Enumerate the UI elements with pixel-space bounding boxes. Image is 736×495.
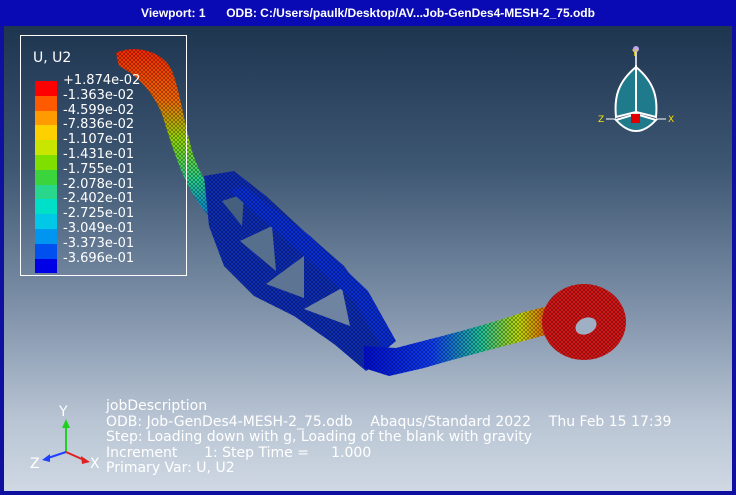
global-triad: Y X Z <box>30 404 100 472</box>
viewport-titlebar[interactable]: Viewport: 1 ODB: C:/Users/paulk/Desktop/… <box>0 0 736 26</box>
legend-swatch <box>35 110 57 126</box>
legend-entry: +1.874e-02 <box>35 73 185 96</box>
info-increment: Increment 1: Step Time = 1.000 <box>106 444 372 461</box>
legend-entry: -1.363e-02 <box>35 88 185 111</box>
fe-model-contour[interactable] <box>4 26 732 491</box>
state-info-block: jobDescription ODB: Job-GenDes4-MESH-2_7… <box>106 398 672 477</box>
legend-entry: -2.402e-01 <box>35 191 185 215</box>
legend-swatch <box>35 140 57 155</box>
info-odb: ODB: Job-GenDes4-MESH-2_75.odb Abaqus/St… <box>106 413 672 430</box>
legend-title: U, U2 <box>33 50 72 66</box>
contour-legend[interactable]: U, U2 +1.874e-02 -1.363e-02 -4.599e-02 -7.8… <box>20 35 187 276</box>
legend-value: -7.836e-02 <box>63 117 135 133</box>
legend-value: -1.431e-01 <box>63 147 135 162</box>
legend-entry: -2.725e-01 <box>35 206 185 229</box>
legend-entry: -1.431e-01 <box>35 147 185 170</box>
legend-value: -1.107e-01 <box>63 132 135 148</box>
legend-swatch <box>35 199 57 215</box>
odb-path-label: ODB: C:/Users/paulk/Desktop/AV...Job-Gen… <box>226 6 595 20</box>
legend-entry: -1.755e-01 <box>35 162 185 185</box>
legend-value: -3.049e-01 <box>63 221 135 236</box>
legend-entry: -3.373e-01 <box>35 236 185 259</box>
legend-entry: -2.078e-01 <box>35 177 185 200</box>
legend-swatch <box>35 243 57 259</box>
legend-value: -2.402e-01 <box>63 191 135 207</box>
legend-value: -2.725e-01 <box>63 206 135 222</box>
triad-y-label: Y <box>58 404 68 420</box>
legend-value: -3.696e-01 <box>63 250 135 266</box>
legend-value: -2.078e-01 <box>63 176 135 192</box>
legend-swatch <box>35 155 57 170</box>
legend-swatch <box>35 125 57 141</box>
legend-value: -4.599e-02 <box>63 102 135 118</box>
info-job-description: jobDescription <box>106 398 208 414</box>
viewport-label: Viewport: 1 <box>141 6 206 20</box>
legend-value: -3.373e-01 <box>63 235 135 251</box>
viewport-canvas[interactable]: U, U2 +1.874e-02 -1.363e-02 -4.599e-02 -7.8… <box>4 26 732 491</box>
legend-entry: -4.599e-02 <box>35 103 185 126</box>
legend-value: +1.874e-02 <box>63 73 141 88</box>
cube-z-label: Z <box>598 115 604 125</box>
cube-x-label: X <box>668 115 674 125</box>
legend-entry: -7.836e-02 <box>35 117 185 141</box>
legend-entry: -3.049e-01 <box>35 221 185 244</box>
cube-y-label: Y <box>631 49 638 59</box>
end-ring-hole <box>575 317 597 335</box>
info-primary-var: Primary Var: U, U2 <box>106 460 235 477</box>
legend-swatch <box>35 214 57 229</box>
legend-swatch <box>35 169 57 185</box>
legend-swatch <box>35 95 57 111</box>
view-cube[interactable]: Y Z X <box>596 42 680 142</box>
legend-swatch <box>35 81 57 96</box>
triad-z-label: Z <box>30 456 40 472</box>
triad-x-label: X <box>90 456 100 472</box>
info-step: Step: Loading down with g, Loading of th… <box>106 429 533 446</box>
legend-entry: -3.696e-01 <box>35 251 185 274</box>
legend-swatch <box>35 258 57 274</box>
legend-value: -1.363e-02 <box>63 87 135 103</box>
legend-swatch <box>35 184 57 200</box>
legend-value: -1.755e-01 <box>63 161 135 177</box>
legend-swatch <box>35 229 57 244</box>
legend-entry: -1.107e-01 <box>35 132 185 155</box>
